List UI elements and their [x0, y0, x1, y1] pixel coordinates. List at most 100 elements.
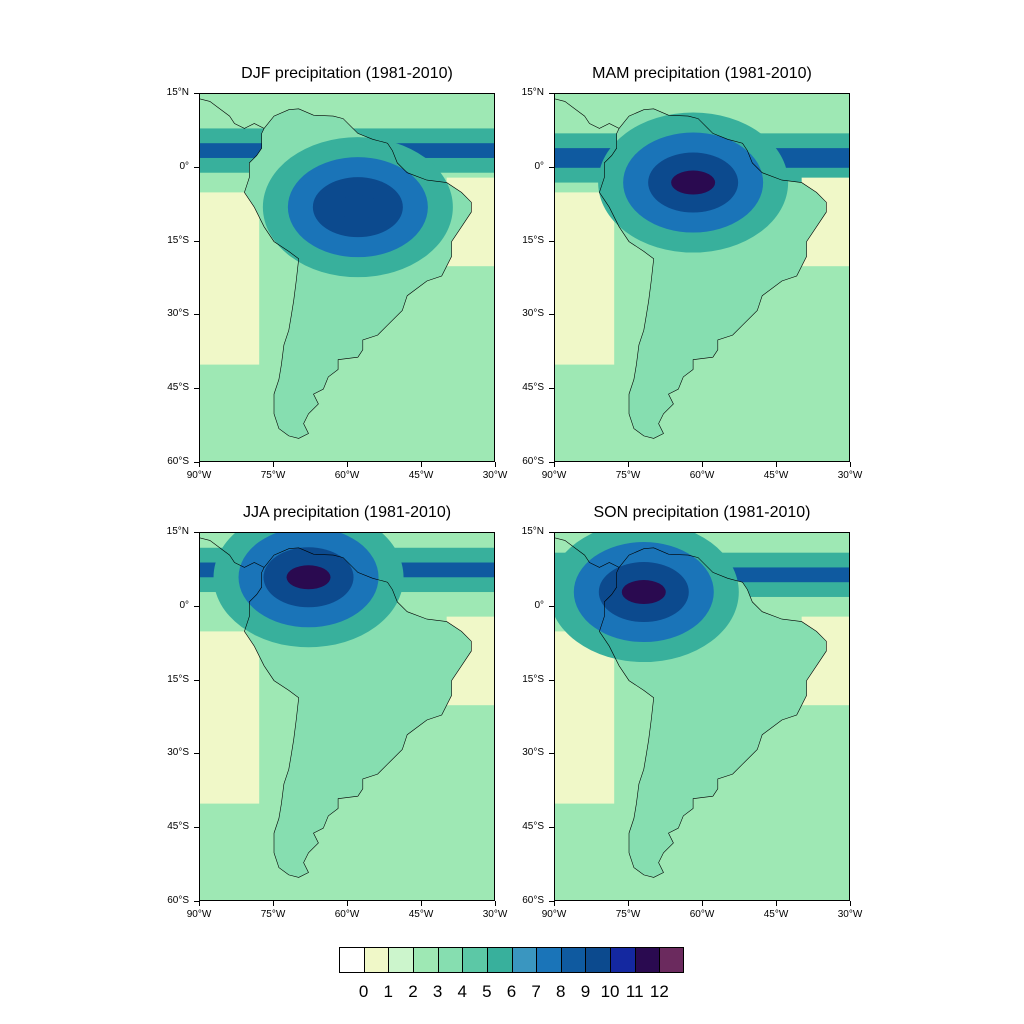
lat-tick-mark	[194, 314, 199, 316]
lat-tick-label: 15°N	[166, 87, 189, 98]
lat-tick-label: 30°S	[167, 308, 189, 320]
lon-tick-label: 45°W	[408, 470, 434, 481]
lat-tick-mark	[549, 679, 554, 681]
map-frame	[199, 532, 495, 901]
lon-tick-label: 75°W	[260, 470, 286, 481]
panel-title: MAM precipitation (1981-2010)	[592, 65, 812, 82]
lon-tick-label: 30°W	[482, 909, 508, 920]
coastline	[599, 108, 827, 439]
lat-tick-label: 0°	[534, 599, 544, 611]
lon-tick-mark	[347, 462, 348, 467]
lat-tick-mark	[549, 532, 554, 533]
lat-tick-mark	[549, 462, 554, 463]
lat-tick-label: 15°N	[166, 526, 189, 537]
lat-tick-mark	[549, 827, 554, 829]
lon-tick-mark	[199, 462, 200, 467]
colorbar-label: 8	[556, 982, 566, 1001]
lat-tick-label: 0°	[534, 160, 544, 172]
lat-tick-label: 15°S	[522, 673, 544, 685]
precip-map	[555, 94, 849, 461]
colorbar-label: 6	[506, 982, 517, 1001]
lon-tick-mark	[273, 901, 274, 906]
lon-tick-mark	[495, 462, 496, 467]
lon-tick-label: 75°W	[615, 909, 641, 920]
lat-tick-mark	[194, 532, 199, 533]
lat-tick-mark	[194, 93, 199, 94]
coastline-central-america	[200, 537, 265, 568]
precip-contour	[621, 580, 666, 605]
precip-map	[200, 533, 494, 900]
colorbar-swatch	[412, 947, 439, 973]
precip-map	[200, 94, 494, 461]
colorbar-label: 9	[580, 982, 591, 1001]
lat-tick-mark	[194, 605, 199, 607]
lat-tick-label: 30°S	[167, 747, 189, 759]
lat-tick-label: 15°S	[167, 234, 189, 246]
lat-tick-mark	[549, 240, 554, 242]
lon-tick-mark	[421, 462, 422, 467]
coastline	[244, 547, 472, 878]
coastline-central-america	[555, 537, 620, 568]
lat-tick-label: 60°S	[167, 456, 189, 467]
colorbar-label: 2	[408, 982, 418, 1001]
lon-tick-mark	[850, 462, 851, 467]
lat-tick-label: 15°S	[167, 673, 189, 685]
lon-tick-mark	[628, 462, 629, 467]
lat-tick-label: 30°S	[522, 747, 544, 759]
colorbar	[339, 947, 685, 975]
colorbar-swatch	[610, 947, 636, 973]
colorbar-swatch	[659, 947, 685, 973]
lon-tick-mark	[702, 901, 703, 906]
lat-tick-mark	[194, 753, 199, 755]
lon-tick-mark	[495, 901, 496, 906]
precip-contour	[286, 565, 331, 590]
lat-tick-mark	[549, 753, 554, 755]
lat-tick-mark	[194, 166, 199, 168]
lon-tick-label: 60°W	[334, 470, 360, 481]
colorbar-label: 5	[482, 982, 492, 1001]
coastline-central-america	[555, 98, 620, 129]
lon-tick-label: 90°W	[186, 909, 212, 920]
coastline-central-america	[200, 98, 265, 129]
lat-tick-mark	[194, 679, 199, 681]
lat-tick-mark	[549, 166, 554, 168]
lat-tick-mark	[549, 314, 554, 316]
lon-tick-label: 45°W	[408, 909, 434, 920]
lat-tick-label: 60°S	[522, 456, 544, 467]
lon-tick-mark	[421, 901, 422, 906]
lon-tick-label: 45°W	[763, 909, 789, 920]
lon-tick-mark	[554, 462, 555, 467]
colorbar-swatch	[560, 947, 586, 973]
lat-tick-mark	[194, 462, 199, 463]
panel-title: SON precipitation (1981-2010)	[593, 504, 811, 521]
colorbar-label: 11	[625, 982, 644, 1001]
lon-tick-label: 75°W	[615, 470, 641, 481]
colorbar-swatch	[634, 947, 660, 973]
lat-tick-mark	[549, 388, 554, 390]
lon-tick-mark	[776, 901, 777, 906]
lon-tick-label: 30°W	[837, 909, 863, 920]
lat-tick-mark	[194, 827, 199, 829]
colorbar-swatch	[437, 947, 463, 973]
map-frame	[199, 93, 495, 462]
lat-tick-label: 45°S	[522, 821, 544, 833]
lat-tick-label: 45°S	[167, 821, 189, 833]
colorbar-label: 7	[531, 982, 541, 1001]
colorbar-swatch	[339, 947, 365, 973]
lon-tick-label: 90°W	[186, 470, 212, 481]
lon-tick-label: 30°W	[837, 470, 863, 481]
colorbar-label: 4	[457, 982, 467, 1001]
lon-tick-mark	[347, 901, 348, 906]
lat-tick-label: 60°S	[522, 895, 544, 906]
lon-tick-label: 75°W	[260, 909, 286, 920]
lon-tick-label: 90°W	[541, 909, 567, 920]
lon-tick-mark	[702, 462, 703, 467]
lat-tick-label: 45°S	[522, 382, 544, 394]
lon-tick-mark	[628, 901, 629, 906]
lon-tick-mark	[850, 901, 851, 906]
lat-tick-mark	[549, 901, 554, 902]
coastline	[244, 108, 472, 439]
panel-title: JJA precipitation (1981-2010)	[242, 504, 452, 521]
lat-tick-label: 15°N	[521, 87, 544, 98]
lon-tick-mark	[199, 901, 200, 906]
